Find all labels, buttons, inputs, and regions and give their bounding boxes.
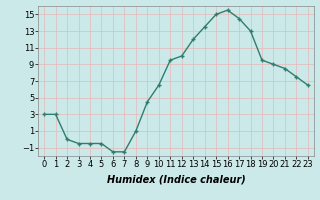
- X-axis label: Humidex (Indice chaleur): Humidex (Indice chaleur): [107, 175, 245, 185]
